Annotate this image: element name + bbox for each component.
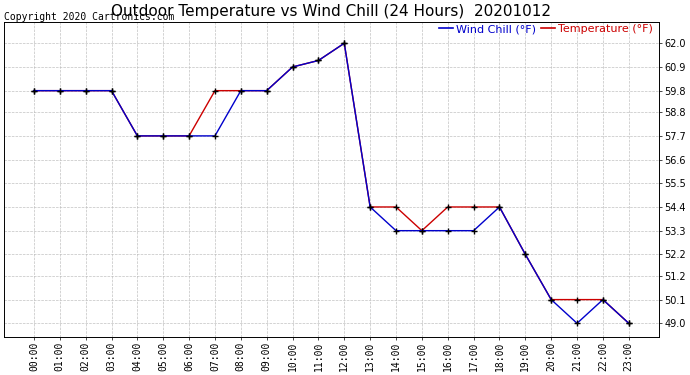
- Title: Outdoor Temperature vs Wind Chill (24 Hours)  20201012: Outdoor Temperature vs Wind Chill (24 Ho…: [111, 4, 551, 19]
- Text: Copyright 2020 Cartronics.com: Copyright 2020 Cartronics.com: [4, 12, 175, 22]
- Legend: Wind Chill (°F), Temperature (°F): Wind Chill (°F), Temperature (°F): [440, 24, 653, 34]
